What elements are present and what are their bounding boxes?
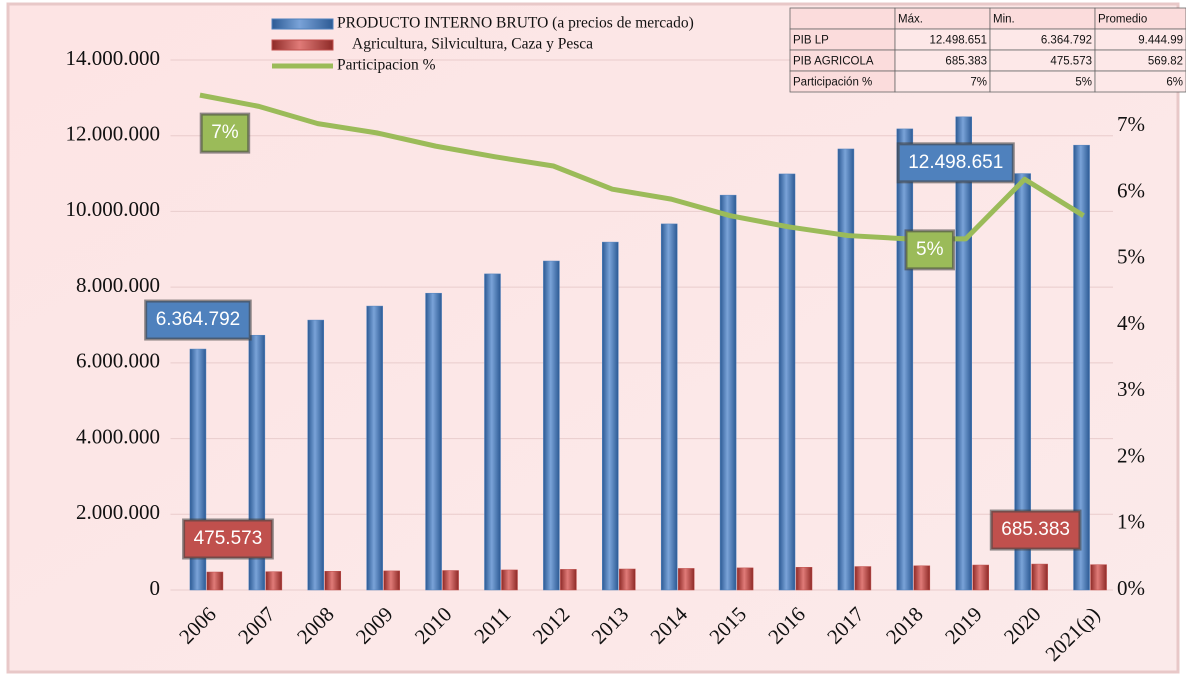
table-cell bbox=[789, 7, 896, 30]
bar bbox=[972, 564, 989, 591]
y2-tick-label: 7% bbox=[1117, 112, 1145, 136]
data-label-box bbox=[182, 518, 274, 560]
y2-tick-label: 0% bbox=[1117, 576, 1145, 600]
bar bbox=[913, 565, 931, 591]
bar bbox=[1031, 563, 1048, 591]
bar bbox=[602, 241, 619, 591]
data-label: 475.573 bbox=[194, 528, 263, 549]
table-text: 12.498.651 bbox=[929, 35, 987, 47]
bar bbox=[442, 570, 459, 591]
table-text: Participación % bbox=[793, 77, 872, 89]
table-text: Promedio bbox=[1098, 14, 1147, 26]
table-text: 5% bbox=[1075, 77, 1092, 89]
data-label-box bbox=[989, 509, 1082, 551]
data-label: 5% bbox=[916, 239, 944, 260]
bar bbox=[366, 305, 383, 591]
data-label: 12.498.651 bbox=[908, 152, 1003, 173]
y-tick-label: 4.000.000 bbox=[76, 424, 160, 448]
bar bbox=[736, 567, 754, 591]
y-tick-label: 14.000.000 bbox=[66, 46, 161, 70]
table-text: Min. bbox=[993, 14, 1015, 26]
bar bbox=[425, 292, 442, 591]
bar bbox=[896, 128, 914, 591]
data-label: 7% bbox=[211, 122, 239, 143]
table-text: 569.82 bbox=[1148, 56, 1183, 68]
legend-label: PRODUCTO INTERNO BRUTO (a precios de mer… bbox=[337, 15, 694, 32]
bar bbox=[837, 148, 855, 591]
table-text: 685.383 bbox=[945, 56, 987, 68]
bar bbox=[1014, 173, 1031, 591]
y-tick-label: 0 bbox=[150, 576, 161, 600]
bar bbox=[484, 273, 501, 591]
data-label-box bbox=[144, 299, 252, 341]
data-label: 685.383 bbox=[1001, 519, 1070, 540]
y2-tick-label: 6% bbox=[1117, 178, 1145, 202]
y2-tick-label: 4% bbox=[1117, 311, 1145, 335]
bar bbox=[854, 566, 872, 591]
table-text: PIB AGRICOLA bbox=[793, 56, 874, 68]
bar bbox=[307, 319, 325, 591]
legend-swatch bbox=[271, 39, 334, 51]
legend-label: Agricultura, Silvicultura, Caza y Pesca bbox=[352, 36, 593, 53]
table-text: 9.444.99 bbox=[1138, 35, 1183, 47]
bar bbox=[955, 116, 972, 591]
y2-tick-label: 5% bbox=[1117, 245, 1145, 269]
y-tick-label: 12.000.000 bbox=[66, 122, 161, 146]
table-text: PIB LP bbox=[793, 35, 829, 47]
table-cell bbox=[1094, 70, 1186, 93]
y-tick-label: 2.000.000 bbox=[76, 500, 160, 524]
data-label: 6.364.792 bbox=[156, 309, 241, 330]
bar bbox=[795, 567, 813, 591]
y2-tick-label: 3% bbox=[1117, 377, 1145, 401]
legend-swatch bbox=[271, 18, 334, 30]
data-label-box bbox=[896, 142, 1015, 184]
table-text: 6% bbox=[1166, 77, 1183, 89]
bar bbox=[324, 571, 342, 591]
y-tick-label: 8.000.000 bbox=[76, 273, 160, 297]
bar bbox=[619, 568, 636, 591]
bar bbox=[1090, 564, 1107, 591]
bar bbox=[1073, 144, 1090, 591]
bar bbox=[206, 571, 224, 591]
y2-tick-label: 1% bbox=[1117, 510, 1145, 534]
bar bbox=[677, 568, 695, 591]
legend-label: Participacion % bbox=[337, 57, 436, 74]
y-tick-label: 6.000.000 bbox=[76, 349, 160, 373]
y2-tick-label: 2% bbox=[1117, 443, 1145, 467]
bar bbox=[501, 569, 518, 591]
table-text: 475.573 bbox=[1050, 56, 1092, 68]
table-text: 7% bbox=[970, 77, 987, 89]
bar bbox=[719, 194, 737, 591]
bar bbox=[560, 569, 577, 591]
table-text: 6.364.792 bbox=[1041, 35, 1092, 47]
bar bbox=[265, 571, 283, 591]
y-tick-label: 10.000.000 bbox=[66, 197, 161, 221]
bar bbox=[543, 260, 560, 591]
bar bbox=[660, 223, 678, 591]
data-label-box bbox=[904, 229, 955, 271]
table-text: Máx. bbox=[898, 14, 923, 26]
data-label-box bbox=[199, 112, 251, 154]
bar bbox=[383, 570, 400, 591]
bar bbox=[778, 173, 796, 591]
